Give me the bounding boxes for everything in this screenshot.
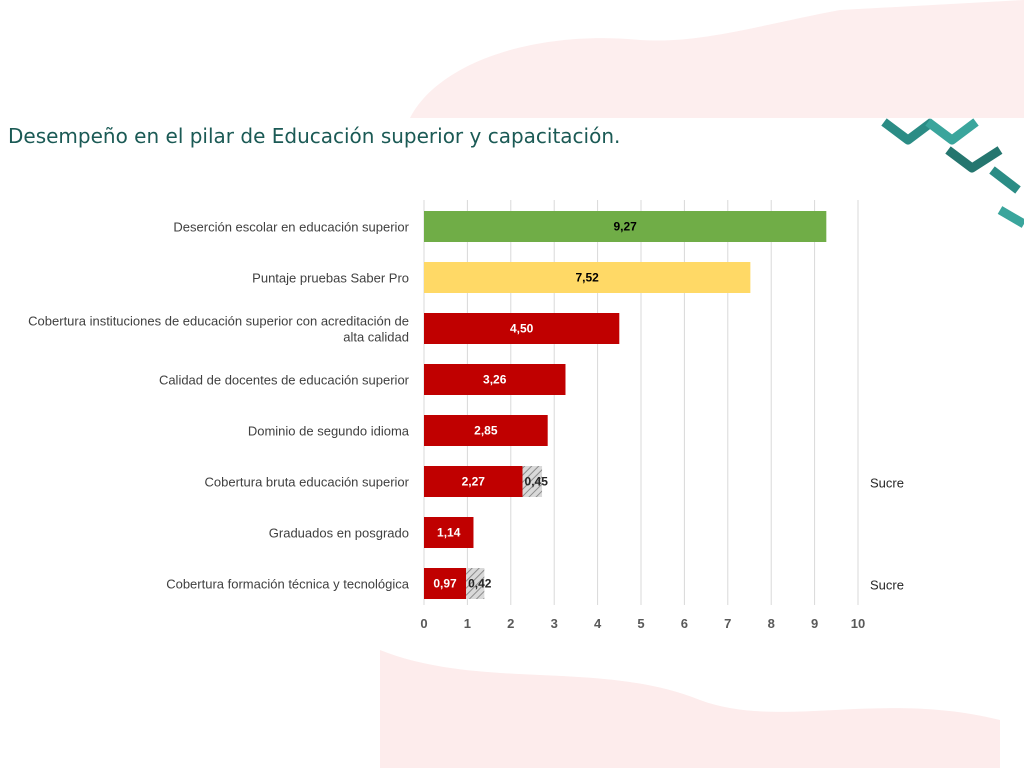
category-label: Calidad de docentes de educación superio…	[159, 373, 410, 388]
hatched-bar-value-label: 0,42	[468, 577, 492, 591]
bar-value-label: 3,26	[483, 373, 507, 387]
chart-category-labels: Deserción escolar en educación superior P…	[28, 220, 410, 592]
bar-value-label: 7,52	[576, 271, 600, 285]
x-tick-label: 0	[420, 616, 427, 631]
bar-value-label: 9,27	[613, 220, 637, 234]
x-tick-label: 3	[551, 616, 558, 631]
x-tick-label: 5	[637, 616, 644, 631]
hatched-bar	[522, 466, 543, 497]
x-tick-label: 8	[768, 616, 775, 631]
chart-bars: 9,27 7,52 4,50 3,26 2,85 2,27 0,45 1,14 0,97 0,42	[424, 211, 827, 599]
bar-value-label: 1,14	[437, 526, 461, 540]
category-label: Cobertura formación técnica y tecnológic…	[166, 577, 410, 592]
bar-value-label: 2,85	[474, 424, 498, 438]
x-tick-label: 9	[811, 616, 818, 631]
bar	[424, 568, 467, 599]
bar-value-label: 4,50	[510, 322, 534, 336]
bar	[424, 466, 523, 497]
bar	[424, 313, 620, 344]
bar	[424, 262, 751, 293]
pink-swirl-top	[410, 0, 1024, 118]
teal-logo-icon	[881, 118, 1024, 228]
category-label: alta calidad	[343, 330, 409, 345]
x-tick-label: 6	[681, 616, 688, 631]
pink-swirl-bottom	[380, 650, 1000, 768]
category-label: Graduados en posgrado	[269, 526, 409, 541]
bar	[424, 364, 566, 395]
category-label: Puntaje pruebas Saber Pro	[252, 271, 409, 286]
side-note-label: Sucre	[870, 476, 904, 491]
slide-title: Desempeño en el pilar de Educación super…	[8, 124, 621, 148]
bar-value-label: 0,97	[433, 577, 457, 591]
x-tick-label: 1	[464, 616, 471, 631]
category-label: Cobertura bruta educación superior	[204, 475, 409, 490]
chart-x-axis-ticks: 0 1 2 3 4 5 6 7 8 9 10	[420, 616, 865, 631]
x-tick-label: 2	[507, 616, 514, 631]
x-tick-label: 4	[594, 616, 602, 631]
bar	[424, 517, 474, 548]
hatched-bar	[466, 568, 485, 599]
x-tick-label: 7	[724, 616, 731, 631]
bar	[424, 415, 548, 446]
category-label: Deserción escolar en educación superior	[173, 220, 409, 235]
side-note-label: Sucre	[870, 578, 904, 593]
chart-side-notes: Sucre Sucre	[870, 476, 904, 593]
x-tick-label: 10	[851, 616, 865, 631]
bar-value-label: 2,27	[462, 475, 486, 489]
category-label: Cobertura instituciones de educación sup…	[28, 314, 409, 329]
category-label: Dominio de segundo idioma	[248, 424, 410, 439]
chart-gridlines	[423, 200, 859, 605]
hatched-bar-value-label: 0,45	[525, 475, 549, 489]
bar	[424, 211, 827, 242]
